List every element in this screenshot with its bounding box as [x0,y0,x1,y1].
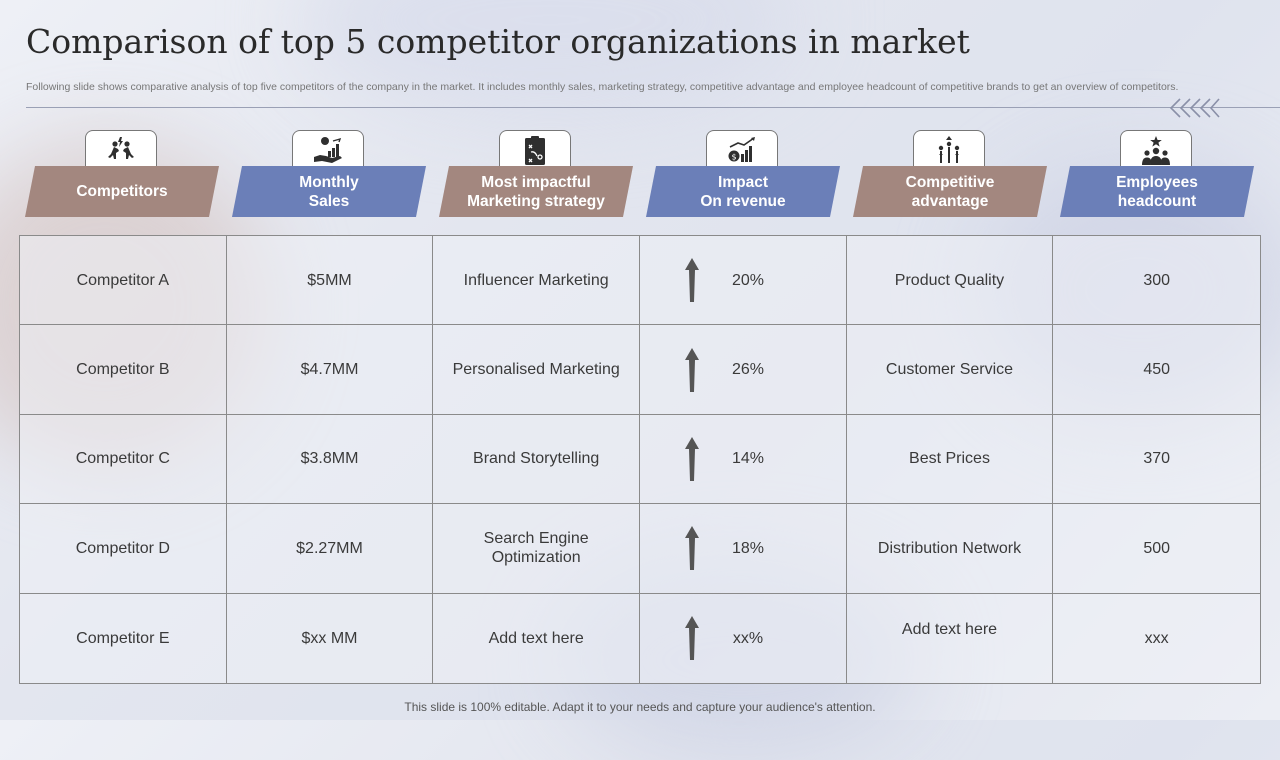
column-header-label: Competitors [25,166,219,217]
cell-monthly-sales: $4.7MM [226,325,434,415]
cell-headcount: 450 [1053,325,1260,415]
arrow-up-icon [685,526,699,571]
strategy-board-icon [525,135,545,165]
cell-monthly-sales: $3.8MM [226,414,434,505]
icon-box [499,130,571,170]
cell-impact-revenue: 26% [640,325,847,415]
column-header-marketing-strategy: Most impactful Marketing strategy [439,130,633,218]
impact-value: 20% [731,271,765,289]
column-header-label: Monthly Sales [232,166,426,217]
chevrons-left-icon [1169,98,1220,118]
cell-competitive-advantage: Add text here [847,593,1054,683]
cell-headcount: 500 [1053,504,1260,594]
arrow-up-icon [685,616,699,661]
svg-text:$: $ [731,152,736,161]
cell-competitor: Competitor B [20,325,227,415]
cell-headcount: 300 [1053,236,1260,326]
impact-value: 14% [731,450,765,468]
cell-marketing-strategy: Search Engine Optimization [433,504,640,594]
icon-box [1120,130,1192,170]
column-header-competitors: Competitors [25,130,219,218]
icon-box [85,130,157,170]
icon-box [913,130,985,170]
hand-dollar-chart-icon [314,136,342,163]
column-header-label: Employees headcount [1060,166,1254,217]
cell-headcount: 370 [1053,415,1260,505]
arrow-up-icon [685,258,699,303]
column-header-label: Competitive advantage [853,166,1047,217]
cell-competitive-advantage: Distribution Network [846,504,1054,594]
cell-competitor: Competitor C [20,414,227,505]
cell-impact-revenue: 18% [640,504,847,594]
cell-competitive-advantage: Best Prices [846,414,1054,505]
cell-monthly-sales: $5MM [226,236,434,326]
cell-competitor: Competitor D [20,504,227,594]
cell-impact-revenue: 14% [640,414,847,505]
cell-impact-revenue: xx% [640,593,847,683]
revenue-growth-icon: $ [728,136,755,162]
cell-marketing-strategy: Personalised Marketing [433,325,640,415]
cell-monthly-sales: $xx MM [227,593,434,683]
team-star-icon [1142,135,1170,165]
cell-competitive-advantage: Customer Service [846,325,1054,415]
column-header-competitive-advantage: Competitive advantage [853,130,1047,218]
column-header-label: Impact On revenue [646,166,840,217]
advantage-arrows-icon [938,135,960,163]
footer-note: This slide is 100% editable. Adapt it to… [404,700,876,714]
page-subtitle: Following slide shows comparative analys… [26,81,1179,93]
column-header-monthly-sales: Monthly Sales [232,130,426,218]
cell-marketing-strategy: Add text here [433,593,640,683]
column-header-label: Most impactful Marketing strategy [439,166,633,217]
page-title: Comparison of top 5 competitor organizat… [26,22,970,61]
cell-marketing-strategy: Brand Storytelling [433,414,640,505]
arrow-up-icon [685,347,699,392]
icon-box: $ [706,130,778,170]
comparison-table: Competitor A $5MM Influencer Marketing 2… [19,235,1261,684]
cell-impact-revenue: 20% [640,236,847,326]
impact-value: 18% [731,539,765,557]
impact-value: xx% [732,629,764,647]
cell-competitor: Competitor E [20,593,227,683]
icon-box [292,130,364,170]
people-competing-icon [108,136,134,159]
impact-value: 26% [731,361,765,379]
cell-headcount: xxx [1144,629,1169,647]
cell-competitor: Competitor A [20,236,227,326]
column-header-impact-revenue: $ Impact On revenue [646,130,840,218]
cell-competitive-advantage: Product Quality [846,236,1054,326]
arrow-up-icon [685,436,699,481]
cell-monthly-sales: $2.27MM [226,504,434,594]
column-header-employees-headcount: Employees headcount [1060,130,1254,218]
cell-marketing-strategy: Influencer Marketing [433,236,640,326]
title-divider [26,107,1280,108]
